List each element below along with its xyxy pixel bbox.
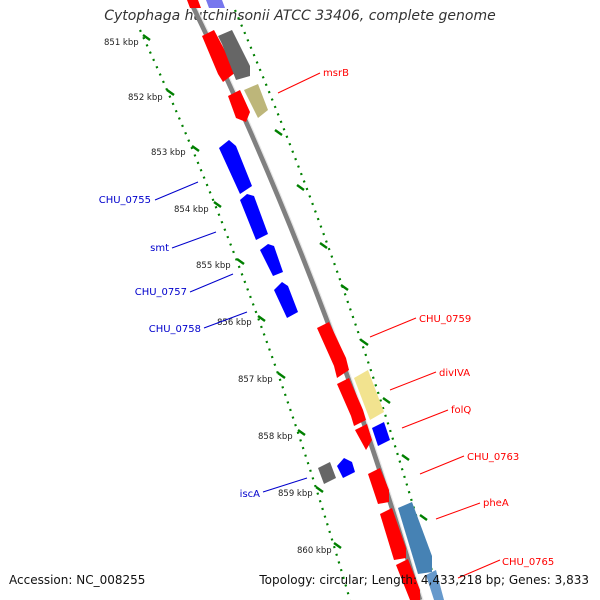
forward-genes [202,30,444,600]
reverse-genes [219,140,390,484]
gene-label-CHU_0759: CHU_0759 [419,314,471,325]
tick-label-857: 857 kbp [238,375,273,385]
tick-label-860: 860 kbp [297,546,332,556]
tick-label-859: 859 kbp [278,489,313,499]
gene-label-CHU_0755: CHU_0755 [99,195,151,206]
gene-label-CHU_0765: CHU_0765 [502,557,554,568]
gene-label-folQ: folQ [451,405,471,416]
tick-label-854: 854 kbp [174,205,209,215]
gene-label-smt: smt [150,243,169,254]
outer-tick-marks [274,129,428,521]
gene-label-pheA: pheA [483,498,509,509]
gene-label-msrB: msrB [323,68,349,79]
top-features [187,0,225,8]
tick-label-855: 855 kbp [196,261,231,271]
gene-label-CHU_0757: CHU_0757 [135,287,187,298]
tick-label-856: 856 kbp [217,318,252,328]
label-leaders [154,72,501,579]
gene-label-divIVA: divIVA [439,368,470,379]
tick-label-858: 858 kbp [258,432,293,442]
backbone-highlight [192,0,424,600]
gene-label-iscA: iscA [240,489,260,500]
inner-tick-track [139,29,352,600]
accession-label: Accession: NC_008255 [9,573,146,587]
tick-label-851: 851 kbp [104,38,139,48]
gene-label-CHU_0758: CHU_0758 [149,324,201,335]
tick-label-852: 852 kbp [128,93,163,103]
gene-label-CHU_0763: CHU_0763 [467,452,519,463]
topology-label: Topology: circular; Length: 4,433,218 bp… [259,573,589,587]
tick-label-853: 853 kbp [151,148,186,158]
backbone-outer [187,0,423,600]
tick-marks [142,34,342,549]
